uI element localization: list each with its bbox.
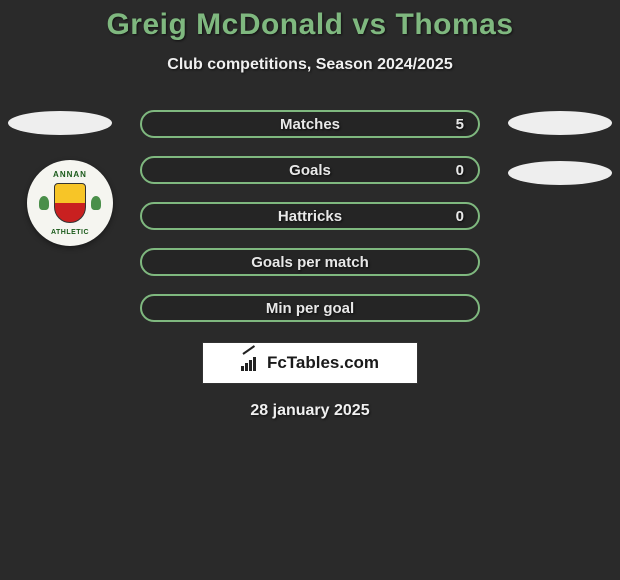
stat-value-right: 5 [456,116,464,133]
page-title: Greig McDonald vs Thomas [106,8,513,42]
stat-label: Goals [289,162,331,179]
thistle-icon [91,196,101,210]
bar-chart-icon [241,355,261,371]
club-badge-annan: ANNAN ATHLETIC [27,160,113,246]
generated-date: 28 january 2025 [250,402,369,420]
shield-icon [54,183,86,223]
stats-area: ANNAN ATHLETIC Matches 5 Goals 0 Hattric… [0,110,620,420]
player-right-placeholder-2 [508,161,612,185]
stat-label: Hattricks [278,208,342,225]
badge-text-bottom: ATHLETIC [35,229,105,236]
stat-value-right: 0 [456,162,464,179]
stat-label: Min per goal [266,300,354,317]
stat-label: Goals per match [251,254,369,271]
stat-row-goals-per-match: Goals per match [140,248,480,276]
stat-row-min-per-goal: Min per goal [140,294,480,322]
thistle-icon [39,196,49,210]
stat-row-hattricks: Hattricks 0 [140,202,480,230]
player-left-placeholder [8,111,112,135]
badge-text-top: ANNAN [35,170,105,179]
stat-row-goals: Goals 0 [140,156,480,184]
badge-inner: ANNAN ATHLETIC [35,168,105,238]
player-right-placeholder-1 [508,111,612,135]
stat-row-matches: Matches 5 [140,110,480,138]
stat-label: Matches [280,116,340,133]
subtitle: Club competitions, Season 2024/2025 [167,56,452,74]
logo-text: FcTables.com [267,353,379,373]
stat-value-right: 0 [456,208,464,225]
comparison-card: Greig McDonald vs Thomas Club competitio… [0,0,620,420]
fctables-link[interactable]: FcTables.com [202,342,418,384]
